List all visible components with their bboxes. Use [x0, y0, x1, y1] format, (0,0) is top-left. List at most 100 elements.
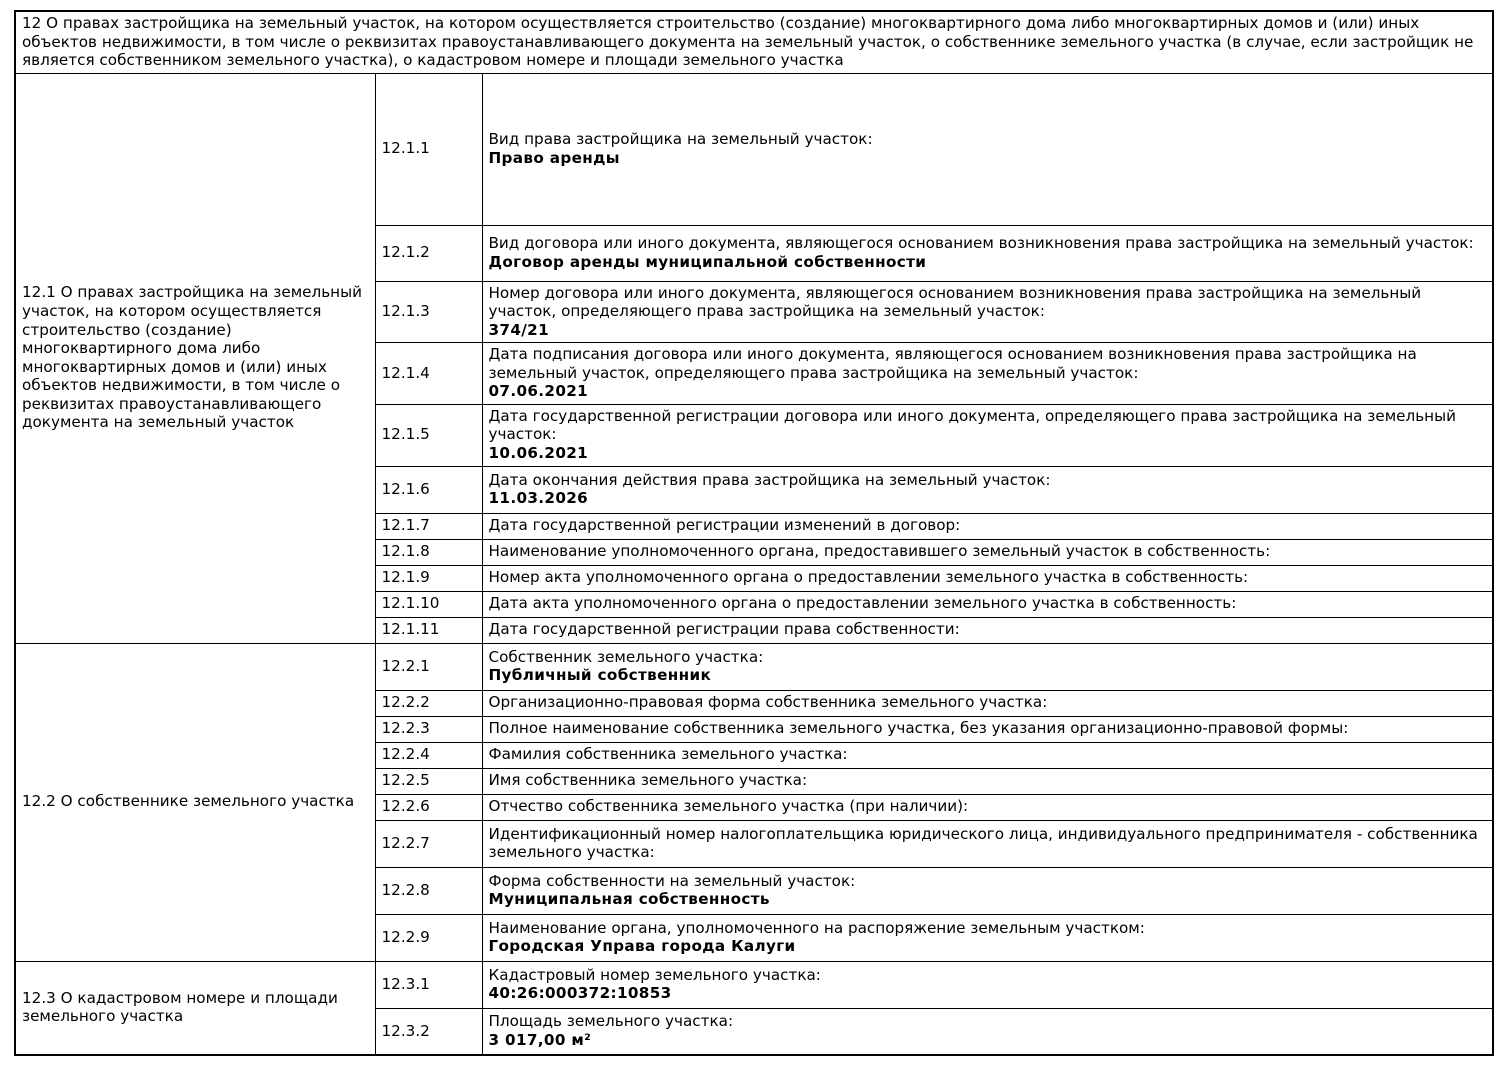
row-value: 11.03.2026: [488, 489, 589, 508]
row-value: 374/21: [488, 320, 549, 339]
row-content: Полное наименование собственника земельн…: [481, 715, 1494, 743]
row-number: 12.1.5: [374, 403, 483, 467]
row-value: 07.06.2021: [488, 382, 589, 401]
row-value: Муниципальная собственность: [488, 890, 770, 909]
table-row: 12.2.6 Отчество собственника земельного …: [15, 793, 1494, 821]
row-value: Договор аренды муниципальной собственнос…: [488, 252, 927, 271]
row-number: 12.2.3: [374, 715, 483, 743]
row-label: Дата государственной регистрации права с…: [488, 620, 960, 639]
row-content: Собственник земельного участка: Публичны…: [481, 642, 1494, 691]
table-row: 12.1 О правах застройщика на земельный у…: [14, 72, 1494, 644]
row-number: 12.1.3: [374, 280, 483, 344]
declaration-table-body: 12 О правах застройщика на земельный уча…: [14, 10, 1494, 1056]
row-label: Вид договора или иного документа, являющ…: [488, 234, 1474, 253]
row-content: Дата акта уполномоченного органа о предо…: [481, 590, 1494, 618]
row-number: 12.2.1: [374, 642, 483, 691]
row-label: Дата акта уполномоченного органа о предо…: [488, 594, 1237, 613]
table-row: 12.1.4 Дата подписания договора или иног…: [15, 342, 1494, 405]
row-content: Кадастровый номер земельного участка: 40…: [481, 960, 1494, 1009]
row-number: 12.2.2: [374, 689, 483, 717]
row-label: Форма собственности на земельный участок…: [488, 871, 856, 890]
row-content: Идентификационный номер налогоплательщик…: [481, 819, 1494, 868]
row-label: Имя собственника земельного участка:: [488, 771, 808, 790]
row-label: Кадастровый номер земельного участка:: [488, 965, 821, 984]
row-content: Номер договора или иного документа, явля…: [481, 280, 1494, 344]
row-number: 12.1.4: [374, 342, 483, 405]
group-label-12-2: 12.2 О собственнике земельного участка: [14, 642, 376, 962]
table-row: 12.2.3 Полное наименование собственника …: [15, 715, 1494, 743]
row-content: Дата государственной регистрации изменен…: [481, 512, 1494, 540]
row-label: Дата государственной регистрации договор…: [488, 406, 1456, 444]
section-header-cell: 12 О правах застройщика на земельный уча…: [14, 10, 1494, 74]
table-row: 12.1.2 Вид договора или иного документа,…: [15, 224, 1494, 282]
table-row: 12.1.7 Дата государственной регистрации …: [15, 512, 1494, 540]
document-page: 12 О правах застройщика на земельный уча…: [0, 10, 1500, 1070]
table-row: 12.1.3 Номер договора или иного документ…: [15, 280, 1494, 344]
row-value: Право аренды: [488, 148, 620, 167]
row-number: 12.1.10: [374, 590, 483, 618]
row-content: Площадь земельного участка: 3 017,00 м²: [481, 1007, 1494, 1056]
row-number: 12.2.6: [374, 793, 483, 821]
row-label: Дата государственной регистрации изменен…: [488, 516, 961, 535]
table-row: 12.1.5 Дата государственной регистрации …: [15, 403, 1494, 467]
row-number: 12.1.9: [374, 564, 483, 592]
table-row: 12.2.9 Наименование органа, уполномоченн…: [15, 913, 1494, 962]
table-row: 12.3 О кадастровом номере и площади земе…: [14, 960, 1494, 1056]
table-row: 12.1.10 Дата акта уполномоченного органа…: [15, 590, 1494, 618]
row-number: 12.3.2: [374, 1007, 483, 1056]
row-label: Дата подписания договора или иного докум…: [488, 345, 1417, 382]
row-label: Вид права застройщика на земельный участ…: [488, 130, 873, 149]
row-content: Отчество собственника земельного участка…: [481, 793, 1494, 821]
row-content: Имя собственника земельного участка:: [481, 767, 1494, 795]
table-row: 12.2.7 Идентификационный номер налогопла…: [15, 819, 1494, 868]
row-value: Публичный собственник: [488, 666, 712, 685]
table-row: 12.2.8 Форма собственности на земельный …: [15, 866, 1494, 915]
row-number: 12.2.9: [374, 913, 483, 962]
row-number: 12.1.6: [374, 465, 483, 514]
declaration-table: 12 О правах застройщика на земельный уча…: [14, 10, 1495, 1057]
section-header-row: 12 О правах застройщика на земельный уча…: [14, 10, 1494, 74]
row-content: Наименование органа, уполномоченного на …: [481, 913, 1494, 962]
table-row: 12.2 О собственнике земельного участка 1…: [14, 642, 1494, 962]
row-content: Дата окончания действия права застройщик…: [481, 465, 1494, 514]
row-number: 12.1.7: [374, 512, 483, 540]
row-content: Форма собственности на земельный участок…: [481, 866, 1494, 915]
row-content: Номер акта уполномоченного органа о пред…: [481, 564, 1494, 592]
row-label: Номер договора или иного документа, явля…: [488, 283, 1422, 321]
table-row: 12.3.2 Площадь земельного участка: 3 017…: [15, 1007, 1494, 1056]
row-number: 12.2.7: [374, 819, 483, 868]
row-number: 12.2.8: [374, 866, 483, 915]
row-content: Организационно-правовая форма собственни…: [481, 689, 1494, 717]
row-label: Полное наименование собственника земельн…: [488, 719, 1349, 738]
table-row: 12.2.4 Фамилия собственника земельного у…: [15, 741, 1494, 769]
row-label: Собственник земельного участка:: [488, 647, 764, 666]
row-label: Наименование органа, уполномоченного на …: [488, 918, 1145, 937]
row-number: 12.1.1: [374, 72, 483, 226]
row-content: Дата подписания договора или иного докум…: [481, 342, 1494, 405]
table-row: 12.2.2 Организационно-правовая форма соб…: [15, 689, 1494, 717]
row-content: Вид договора или иного документа, являющ…: [481, 224, 1494, 282]
row-content: Наименование уполномоченного органа, пре…: [481, 538, 1494, 566]
group-label-12-3: 12.3 О кадастровом номере и площади земе…: [14, 960, 376, 1056]
table-row: 12.1.6 Дата окончания действия права зас…: [15, 465, 1494, 514]
row-value: Городская Управа города Калуги: [488, 937, 796, 956]
row-label: Фамилия собственника земельного участка:: [488, 745, 848, 764]
row-value: 40:26:000372:10853: [488, 984, 672, 1003]
row-label: Идентификационный номер налогоплательщик…: [488, 824, 1478, 862]
row-number: 12.1.11: [374, 616, 483, 644]
row-label: Наименование уполномоченного органа, пре…: [488, 542, 1271, 561]
row-number: 12.1.8: [374, 538, 483, 566]
row-value: 3 017,00 м²: [488, 1030, 592, 1049]
row-number: 12.2.5: [374, 767, 483, 795]
row-content: Вид права застройщика на земельный участ…: [481, 72, 1494, 226]
group-label-12-1: 12.1 О правах застройщика на земельный у…: [14, 72, 376, 644]
row-number: 12.2.4: [374, 741, 483, 769]
row-content: Дата государственной регистрации договор…: [481, 403, 1494, 467]
row-value: 10.06.2021: [488, 444, 589, 463]
row-content: Фамилия собственника земельного участка:: [481, 741, 1494, 769]
row-content: Дата государственной регистрации права с…: [481, 616, 1494, 644]
row-label: Отчество собственника земельного участка…: [488, 797, 969, 816]
row-label: Площадь земельного участка:: [488, 1012, 734, 1031]
table-row: 12.1.11 Дата государственной регистрации…: [15, 616, 1494, 644]
row-number: 12.1.2: [374, 224, 483, 282]
